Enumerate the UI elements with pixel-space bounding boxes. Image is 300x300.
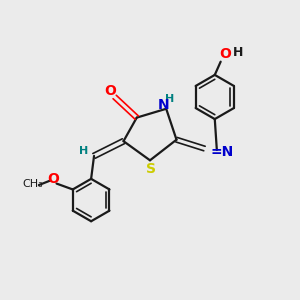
Text: =N: =N bbox=[211, 145, 234, 159]
Text: S: S bbox=[146, 161, 156, 176]
Text: O: O bbox=[219, 47, 231, 61]
Text: H: H bbox=[79, 146, 88, 156]
Text: H: H bbox=[164, 94, 174, 104]
Text: O: O bbox=[104, 83, 116, 98]
Text: N: N bbox=[158, 98, 170, 112]
Text: O: O bbox=[48, 172, 59, 186]
Text: H: H bbox=[233, 46, 244, 59]
Text: CH₃: CH₃ bbox=[22, 179, 43, 190]
